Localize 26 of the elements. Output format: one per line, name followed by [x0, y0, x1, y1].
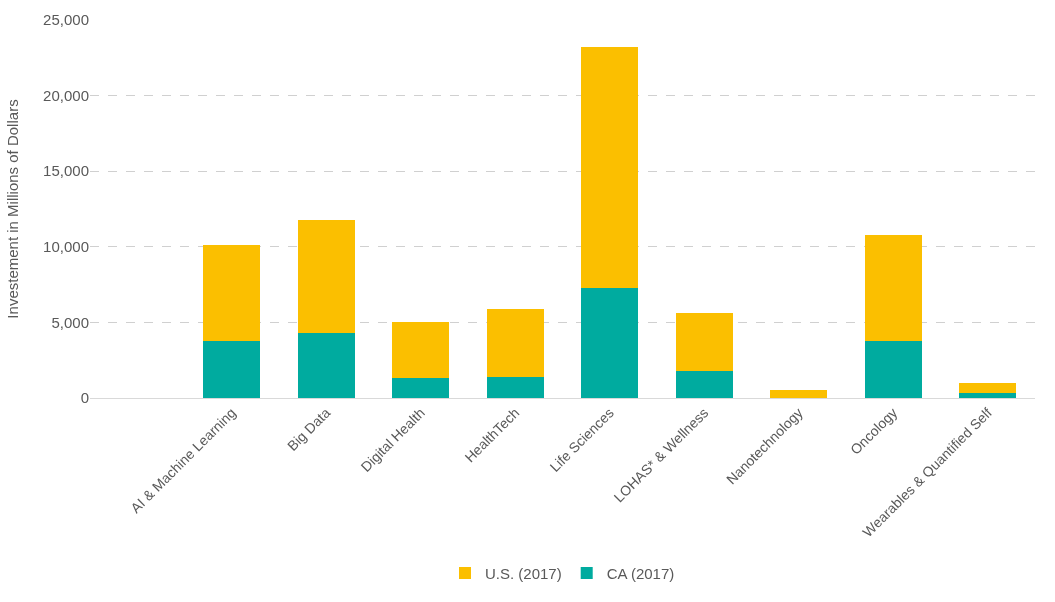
bar	[486, 308, 544, 377]
y-tick-label: 5,000	[51, 313, 89, 331]
bar	[581, 287, 639, 398]
y-tick-label: 10,000	[43, 238, 89, 256]
y-tick-label: 20,000	[43, 86, 89, 104]
legend-label: U.S. (2017)	[485, 564, 562, 582]
y-tick-label: 0	[80, 389, 89, 407]
bar	[675, 370, 733, 398]
bar	[959, 382, 1017, 394]
bar	[392, 378, 450, 398]
bar	[864, 340, 922, 398]
bar	[203, 245, 261, 341]
bar	[297, 332, 355, 398]
bar	[392, 322, 450, 379]
bar	[297, 219, 355, 333]
y-tick-label: 25,000	[43, 11, 89, 29]
bar	[770, 390, 828, 398]
y-axis-title: Investement in Millions of Dollars	[4, 99, 22, 319]
bar	[864, 234, 922, 341]
bar	[675, 313, 733, 371]
bar	[959, 393, 1017, 398]
legend-label: CA (2017)	[606, 564, 675, 582]
bar	[203, 340, 261, 398]
bar	[486, 376, 544, 398]
bar	[581, 47, 639, 288]
y-tick-label: 15,000	[43, 162, 89, 180]
